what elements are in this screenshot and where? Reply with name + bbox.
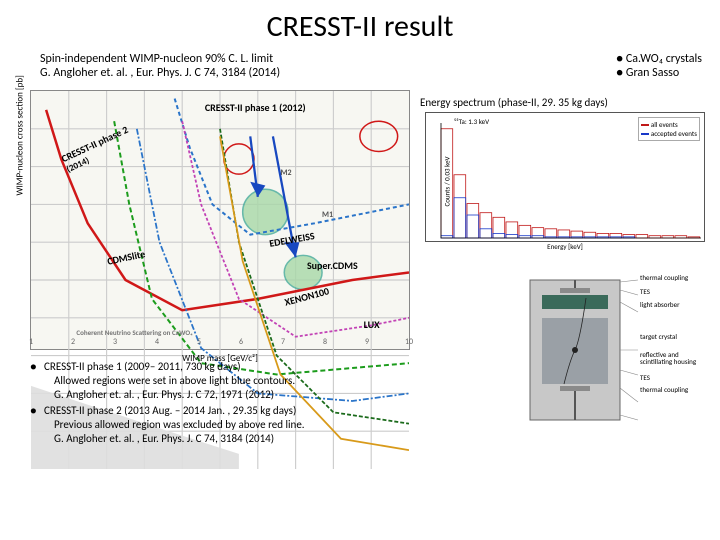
- ylabel: WIMP-nucleon cross section [pb]: [15, 75, 26, 195]
- spectrum-title: Energy spectrum (phase-II, 29. 35 kg day…: [420, 96, 608, 109]
- spectrum-legend: all events accepted events: [638, 117, 700, 141]
- bullet-gransasso: Gran Sasso: [616, 66, 702, 80]
- plot-area: CRESST-II phase 2(2014)CRESST-II phase 1…: [30, 90, 410, 350]
- subtitle: Spin-independent WIMP-nucleon 90% C. L. …: [40, 52, 280, 81]
- page-title: CRESST-II result: [0, 0, 720, 49]
- detector-schematic: thermal coupling TES light absorber targ…: [520, 260, 700, 440]
- spectrum-plot: all events accepted events ⁵⁵Ta: 1.3 keV…: [425, 112, 705, 242]
- exclusion-plot: CRESST-II phase 2(2014)CRESST-II phase 1…: [30, 90, 410, 350]
- legend-all: all events: [651, 120, 678, 129]
- spectrum-annotation: ⁵⁵Ta: 1.3 keV: [454, 117, 489, 126]
- spectrum-ylabel: Counts / 0.03 keV: [443, 156, 452, 206]
- footer-item-1: CRESST-II phase 1 (2009– 2011, 730 kg da…: [30, 360, 490, 401]
- spectrum-xlabel: Energy [keV]: [547, 242, 583, 251]
- right-bullets: Ca.WO₄ crystals Gran Sasso: [616, 52, 702, 80]
- footer-item-2: CRESST-II phase 2 (2013 Aug. – 2014 Jan.…: [30, 404, 490, 445]
- detector-labels: thermal coupling TES light absorber targ…: [640, 274, 700, 394]
- legend-acc: accepted events: [651, 129, 697, 138]
- footer-notes: CRESST-II phase 1 (2009– 2011, 730 kg da…: [30, 360, 490, 449]
- bullet-crystals: Ca.WO₄ crystals: [616, 52, 702, 66]
- subtitle-line1: Spin-independent WIMP-nucleon 90% C. L. …: [40, 52, 280, 66]
- subtitle-line2: G. Angloher et. al. , Eur. Phys. J. C 74…: [40, 66, 280, 80]
